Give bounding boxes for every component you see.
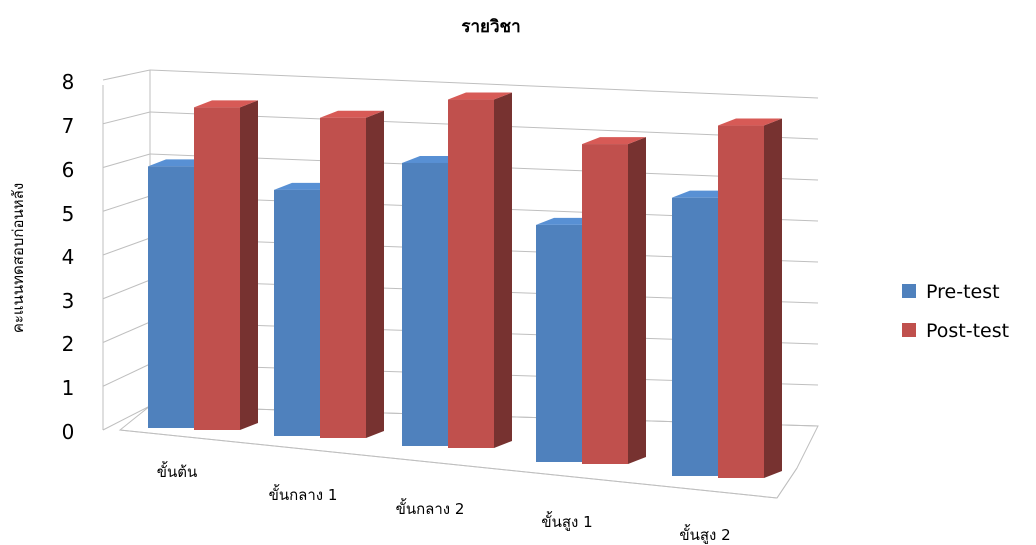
legend-label: Post-test [926, 320, 1009, 342]
x-tick-label: ขั้นสูง 2 [679, 524, 730, 544]
bar [320, 117, 366, 438]
bar-side [366, 110, 384, 438]
x-tick-label: ขั้นต้น [157, 461, 198, 481]
bar-side [764, 118, 782, 478]
bar [448, 99, 494, 448]
gridline-wall [102, 69, 151, 81]
y-tick-label: 1 [62, 376, 75, 400]
bar-side [494, 92, 512, 448]
y-tick-label: 4 [62, 245, 75, 269]
gridline-wall [102, 195, 151, 212]
bar [582, 144, 628, 464]
gridline [149, 69, 819, 99]
bar-top [448, 92, 512, 100]
x-tick-label: ขั้นกลาง 2 [396, 498, 465, 518]
bar-side [628, 137, 646, 464]
y-tick-label: 0 [62, 420, 75, 444]
legend: Pre-test Post-test [902, 281, 1009, 342]
y-tick-label: 3 [62, 289, 75, 313]
y-tick-label: 5 [62, 202, 75, 226]
gridline-wall [102, 111, 151, 125]
bar-top [582, 137, 646, 145]
gridline-wall [102, 363, 151, 387]
y-axis-ticks: 0 1 2 3 4 5 6 7 8 [62, 70, 75, 444]
y-tick-label: 7 [62, 114, 75, 138]
bar [194, 107, 240, 431]
x-tick-label: ขั้นกลาง 1 [269, 484, 338, 504]
bar-top [718, 118, 782, 126]
bar [536, 224, 582, 462]
bars [148, 92, 782, 478]
bar-side [240, 100, 258, 431]
gridline-wall [102, 237, 151, 256]
bar [402, 162, 448, 446]
legend-swatch [902, 284, 916, 298]
bar [718, 125, 764, 478]
x-tick-label: ขั้นสูง 1 [541, 511, 592, 531]
floor-right-edge [776, 467, 798, 499]
bar [672, 197, 718, 476]
x-axis-ticks: ขั้นต้นขั้นกลาง 1 ขั้นกลาง 2 ขั้นสูง 1 ขั้น… [157, 461, 731, 544]
y-axis-label: คะแนนทดสอบก่อนหลัง [9, 183, 27, 333]
gridline-wall [102, 153, 151, 168]
legend-label: Pre-test [926, 281, 1000, 303]
y-tick-label: 8 [62, 70, 75, 94]
bar-top [320, 110, 384, 118]
gridline-wall [102, 321, 151, 343]
gridline-wall [102, 405, 151, 431]
bar [148, 166, 194, 428]
bar-top [194, 100, 258, 108]
legend-swatch [902, 323, 916, 337]
gridline-wall [102, 279, 151, 300]
chart-title: รายวิชา [461, 17, 520, 37]
y-tick-label: 2 [62, 332, 75, 356]
bar [274, 189, 320, 436]
floor-front-edge [119, 429, 778, 499]
y-tick-label: 6 [62, 158, 75, 182]
